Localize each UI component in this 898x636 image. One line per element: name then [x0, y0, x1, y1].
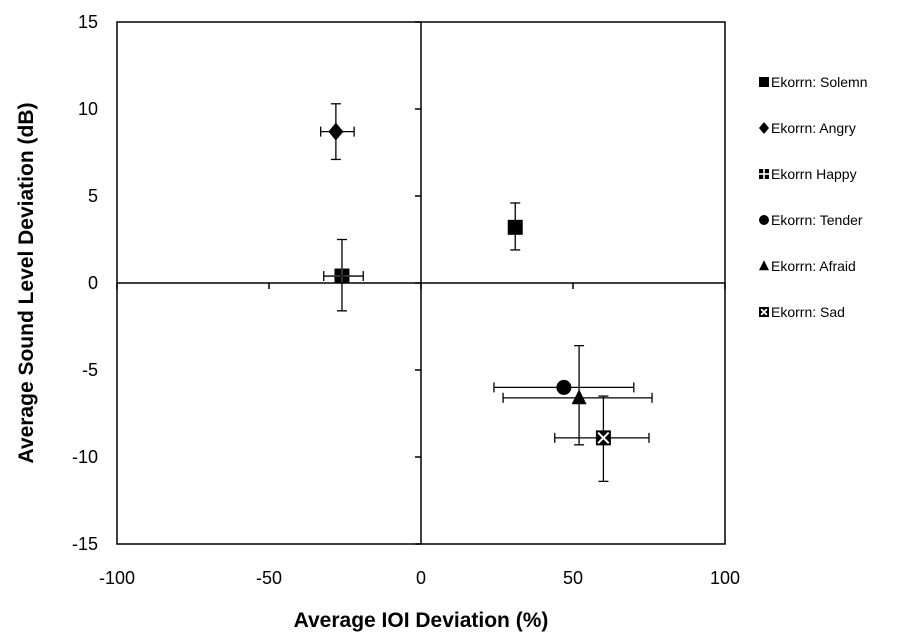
legend-entry: Ekorrn: Afraid [759, 258, 856, 274]
legend-entry: Ekorrn: Tender [759, 212, 863, 228]
legend-marker [759, 169, 769, 179]
y-tick-label: 15 [78, 12, 98, 32]
data-point [323, 238, 364, 312]
x-tick-label: -100 [99, 568, 135, 588]
data-point [502, 344, 653, 446]
legend-marker [759, 307, 769, 317]
x-tick-label: 0 [416, 568, 426, 588]
y-tick-label: 10 [78, 99, 98, 119]
legend-label: Ekorrn: Angry [771, 120, 856, 136]
point-marker [595, 430, 611, 446]
legend-marker [759, 122, 769, 134]
legend-entry: Ekorrn Happy [759, 166, 857, 182]
point-marker [571, 389, 587, 405]
y-tick-label: 0 [88, 273, 98, 293]
y-tick-label: 5 [88, 186, 98, 206]
y-axis-title: Average Sound Level Deviation (dB) [15, 103, 38, 464]
data-point [320, 103, 355, 161]
y-tick-label: -10 [72, 447, 98, 467]
x-tick-label: -50 [256, 568, 282, 588]
y-tick-label: -15 [72, 534, 98, 554]
legend-entry: Ekorrn: Solemn [759, 74, 867, 90]
legend-label: Ekorrn: Solemn [771, 74, 867, 90]
x-tick-label: 50 [563, 568, 583, 588]
legend-label: Ekorrn: Sad [771, 304, 845, 320]
legend-marker [759, 77, 769, 87]
legend-entry: Ekorrn: Sad [759, 304, 845, 320]
data-point [507, 202, 523, 251]
legend-label: Ekorrn: Tender [771, 212, 863, 228]
legend-label: Ekorrn Happy [771, 166, 857, 182]
point-marker [507, 219, 523, 235]
legend-label: Ekorrn: Afraid [771, 258, 856, 274]
y-tick-label: -5 [82, 360, 98, 380]
point-marker [334, 268, 350, 284]
x-axis-title: Average IOI Deviation (%) [294, 609, 549, 632]
legend-marker [759, 215, 769, 225]
legend-entry: Ekorrn: Angry [759, 120, 856, 136]
data-point [554, 395, 650, 483]
data-point [493, 379, 635, 395]
x-tick-label: 100 [710, 568, 740, 588]
point-marker [328, 122, 344, 141]
legend-marker [759, 260, 769, 271]
point-marker [556, 379, 572, 395]
